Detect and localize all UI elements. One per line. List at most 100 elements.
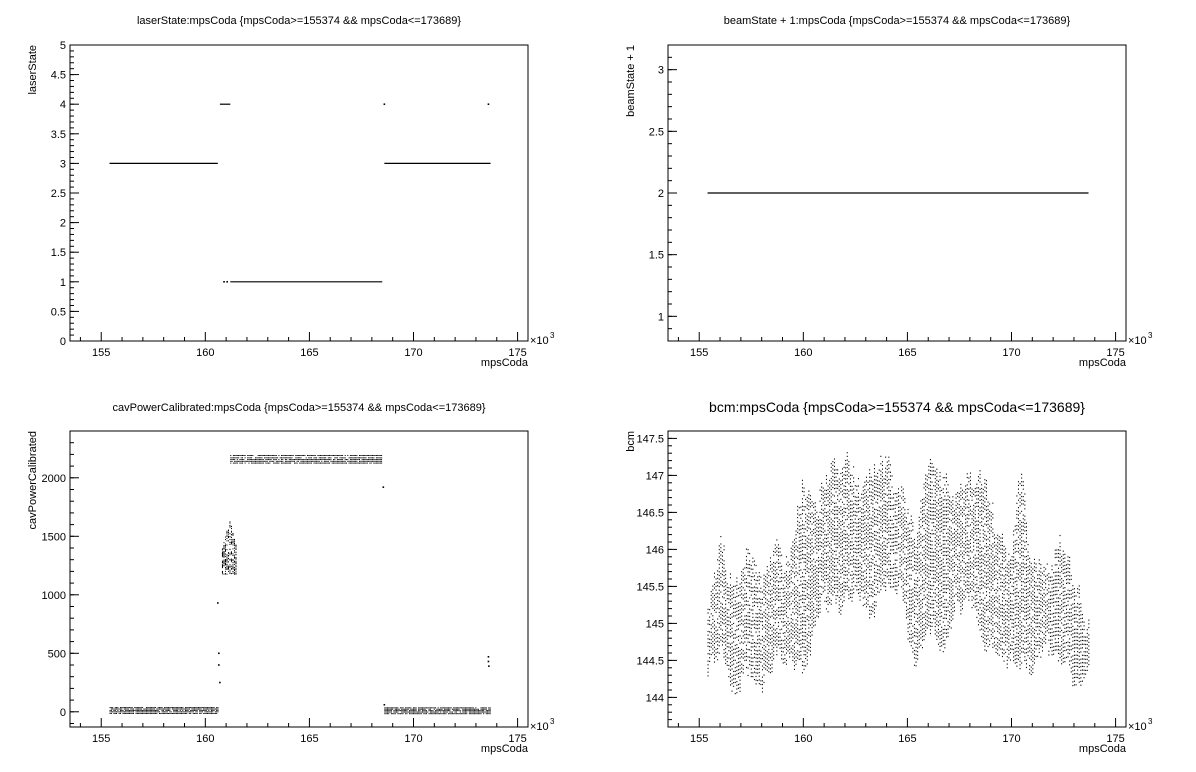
data-point <box>139 708 141 710</box>
data-point <box>745 563 747 565</box>
data-point <box>846 477 848 480</box>
data-point <box>432 710 434 712</box>
data-point <box>739 679 741 681</box>
data-point <box>870 521 872 523</box>
data-point <box>838 607 840 610</box>
data-point <box>390 707 392 709</box>
data-point <box>800 624 802 627</box>
data-point <box>819 533 821 536</box>
data-point <box>753 597 755 599</box>
data-point <box>131 709 133 711</box>
data-point <box>419 710 421 712</box>
data-point <box>755 613 757 615</box>
data-point <box>776 598 778 600</box>
data-point <box>256 460 258 462</box>
data-point <box>885 508 887 510</box>
data-point <box>269 459 271 461</box>
data-point <box>448 708 450 710</box>
data-point <box>203 712 205 714</box>
data-point <box>774 618 776 620</box>
data-point <box>734 585 736 587</box>
data-point <box>797 609 799 611</box>
data-point <box>869 543 871 545</box>
data-point <box>813 595 815 597</box>
data-point <box>229 533 231 535</box>
data-point <box>811 597 813 599</box>
data-point <box>752 576 754 578</box>
data-point <box>221 553 223 555</box>
data-point <box>891 538 893 540</box>
data-point <box>768 652 770 654</box>
data-point <box>715 641 717 643</box>
data-point <box>230 536 232 538</box>
data-point <box>401 711 403 713</box>
data-point <box>808 601 810 603</box>
data-point <box>830 577 832 579</box>
data-point <box>275 459 277 461</box>
data-point <box>824 504 826 506</box>
data-point <box>733 670 735 673</box>
data-point <box>713 650 715 652</box>
data-point <box>773 617 775 619</box>
x-axis-label: mpsCoda <box>1079 357 1127 369</box>
data-point <box>883 544 885 547</box>
data-point <box>750 590 752 593</box>
data-point <box>833 495 835 497</box>
data-point <box>817 534 819 536</box>
data-point <box>752 557 754 559</box>
data-point <box>878 513 880 516</box>
data-point <box>859 543 861 546</box>
data-point <box>849 485 851 487</box>
data-point <box>827 485 829 487</box>
data-point <box>835 535 837 537</box>
data-point <box>314 454 316 456</box>
data-point <box>795 574 797 577</box>
data-point <box>720 628 722 630</box>
data-point <box>877 550 879 552</box>
data-point <box>795 556 797 558</box>
data-point <box>865 565 867 567</box>
data-point <box>726 635 728 637</box>
data-point <box>205 707 207 709</box>
data-point <box>888 541 890 543</box>
data-point <box>405 711 407 713</box>
data-point <box>861 526 863 529</box>
data-point <box>827 540 829 543</box>
data-point <box>157 711 159 713</box>
data-point <box>158 708 160 710</box>
data-point <box>235 454 237 456</box>
data-point <box>227 552 229 554</box>
data-point <box>357 462 359 464</box>
data-point <box>766 643 768 645</box>
data-point <box>785 582 787 584</box>
data-point <box>741 578 743 580</box>
data-point <box>777 562 779 564</box>
data-point <box>321 460 323 462</box>
data-point <box>135 712 137 714</box>
data-point <box>816 615 818 617</box>
data-point <box>360 462 362 464</box>
data-point <box>819 541 821 543</box>
data-point <box>273 462 275 464</box>
data-point <box>793 583 795 585</box>
data-point <box>113 711 115 713</box>
data-point <box>726 594 728 596</box>
data-point <box>233 539 235 541</box>
data-point <box>401 708 403 710</box>
data-point <box>765 631 767 633</box>
data-point <box>734 659 736 661</box>
data-point <box>777 588 779 590</box>
data-point <box>846 570 848 572</box>
data-point <box>140 708 142 710</box>
data-point <box>851 474 853 476</box>
data-point <box>885 574 887 577</box>
data-point <box>296 454 298 456</box>
data-point <box>865 583 867 586</box>
data-point <box>797 620 799 622</box>
data-point <box>885 475 887 477</box>
data-point <box>774 548 776 550</box>
data-point <box>781 613 783 615</box>
data-point <box>742 650 744 652</box>
data-point <box>846 563 848 565</box>
data-point <box>805 558 807 560</box>
